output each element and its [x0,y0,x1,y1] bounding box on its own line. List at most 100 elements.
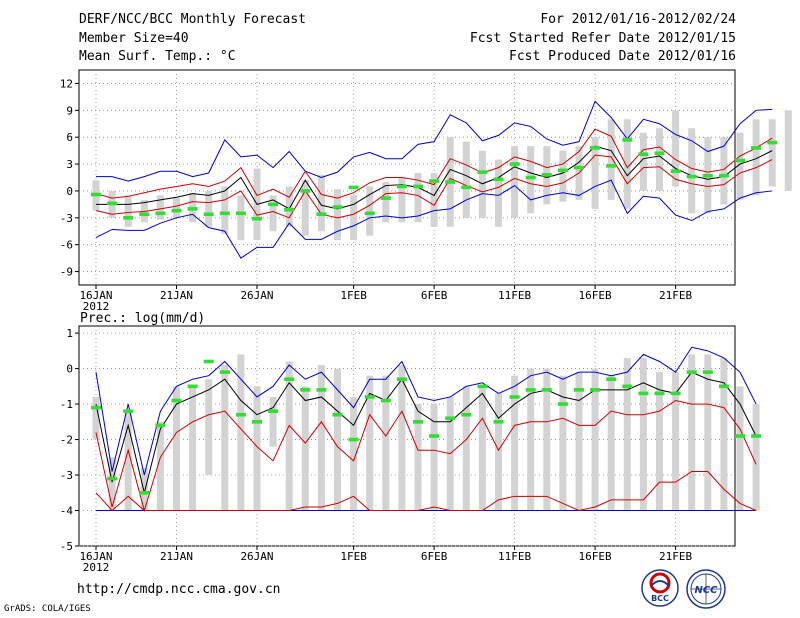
temperature-observed-marker [219,211,230,216]
temperature-spread-box [350,195,358,241]
bcc-logo: BCC [640,568,680,608]
precipitation-observed-marker [235,412,246,417]
precipitation-spread-box [607,375,615,511]
precipitation-observed-marker [171,398,182,403]
precipitation-y-tick-label: -2 [60,434,73,447]
precipitation-x-tick-label: 6FEB [421,550,448,563]
precipitation-x-tick-label: 11FEB [498,550,531,563]
temperature-x-tick-label: 21FEB [659,289,692,302]
temperature-observed-marker [413,184,423,189]
temperature-observed-marker [155,211,166,216]
temperature-y-tick-label: -6 [60,239,73,252]
precipitation-x-tick-label: 26JAN [240,550,273,563]
precipitation-observed-marker [622,384,633,389]
precipitation-y-tick-label: 0 [66,363,73,376]
precipitation-observed-marker [606,377,617,382]
precipitation-axis-label: Prec.: log(mm/d) [80,311,205,326]
precipitation-spread-box [317,365,325,511]
precipitation-observed-marker [638,391,649,396]
temperature-observed-marker [348,185,359,190]
precipitation-spread-box [656,372,663,511]
precipitation-spread-box [301,386,309,511]
temperature-observed-marker [477,170,488,174]
precipitation-observed-marker [316,388,327,392]
grads-credit: GrADS: COLA/IGES [4,604,91,614]
temperature-y-tick-label: 12 [60,77,73,90]
precipitation-spread-box [237,354,245,511]
precipitation-spread-box [221,365,229,511]
temperature-spread-box [591,137,599,209]
precipitation-x-tick-label: 21JAN [160,550,193,563]
temperature-observed-marker [557,168,568,173]
temperature-observed-marker [268,202,279,207]
precipitation-spread-box [253,386,261,511]
precipitation-y-tick-label: -1 [60,398,73,411]
precipitation-year-label: 2012 [83,561,110,574]
precipitation-observed-marker [670,391,681,396]
precipitation-spread-box [495,393,502,511]
temperature-spread-box [205,190,213,227]
temperature-spread-box [656,128,663,191]
temperature-observed-marker [654,151,665,156]
precipitation-observed-marker [702,370,713,374]
precipitation-x-tick-label: 16JAN [79,550,112,563]
precipitation-y-tick-label: -3 [60,469,73,482]
temperature-x-tick-label: 1FEB [340,289,367,302]
temperature-x-tick-label: 16JAN [79,289,112,302]
temperature-spread-box [334,189,341,241]
precipitation-observed-marker [219,370,230,374]
temperature-median-line [96,145,773,210]
precipitation-observed-marker [557,402,568,406]
precipitation-observed-marker [429,434,440,438]
temperature-spread-box [688,128,696,214]
precipitation-observed-marker [123,409,134,413]
precipitation-spread-box [334,368,341,511]
precipitation-spread-box [623,357,631,511]
variable-label: Mean Surf. Temp.: °C [79,49,236,64]
temperature-lower-quantile-line [95,154,773,219]
temperature-y-tick-label: 6 [66,131,73,144]
precipitation-median-line [95,371,757,493]
precipitation-observed-marker [268,409,279,413]
temperature-observed-marker [751,146,762,150]
temperature-spread-box [124,195,132,227]
footer-url[interactable]: http://cmdp.ncc.cma.gov.cn [77,582,281,597]
precipitation-spread-box [527,368,535,511]
temperature-y-tick-label: -9 [60,266,73,279]
temperature-observed-marker [300,189,311,193]
precipitation-max-line [95,346,757,476]
temperature-y-tick-label: -3 [60,212,73,225]
precipitation-observed-marker [348,437,359,442]
precipitation-spread-box [639,357,647,511]
temperature-observed-marker [670,169,681,174]
temperature-y-tick-label: 0 [66,185,73,198]
precipitation-spread-box [543,368,551,511]
precipitation-observed-marker [461,412,472,417]
precipitation-observed-marker [380,398,391,403]
temperature-x-tick-label: 16FEB [579,289,612,302]
temperature-spread-box [173,198,180,218]
precipitation-observed-marker [252,420,262,424]
precipitation-spread-box [688,354,696,511]
temperature-observed-marker [638,152,649,157]
temperature-spread-box [366,186,374,236]
precipitation-spread-box [92,396,100,440]
precipitation-observed-marker [413,420,423,424]
temperature-spread-box [430,173,438,227]
temperature-observed-marker [702,173,713,178]
temperature-spread-box [720,137,728,205]
temperature-y-tick-label: 3 [66,158,73,171]
temperature-observed-marker [541,173,552,177]
precipitation-spread-box [430,404,438,511]
temperature-spread-box [285,186,293,227]
temperature-spread-box [736,132,744,200]
precipitation-spread-box [720,357,728,511]
precipitation-observed-marker [574,388,584,392]
temperature-observed-marker [445,180,456,184]
precipitation-spread-box [205,379,213,476]
temperature-observed-marker [203,212,214,217]
precipitation-spread-box [462,386,470,511]
temperature-max-line [96,100,773,182]
temperature-observed-marker [622,138,633,142]
precipitation-observed-marker [300,388,311,392]
